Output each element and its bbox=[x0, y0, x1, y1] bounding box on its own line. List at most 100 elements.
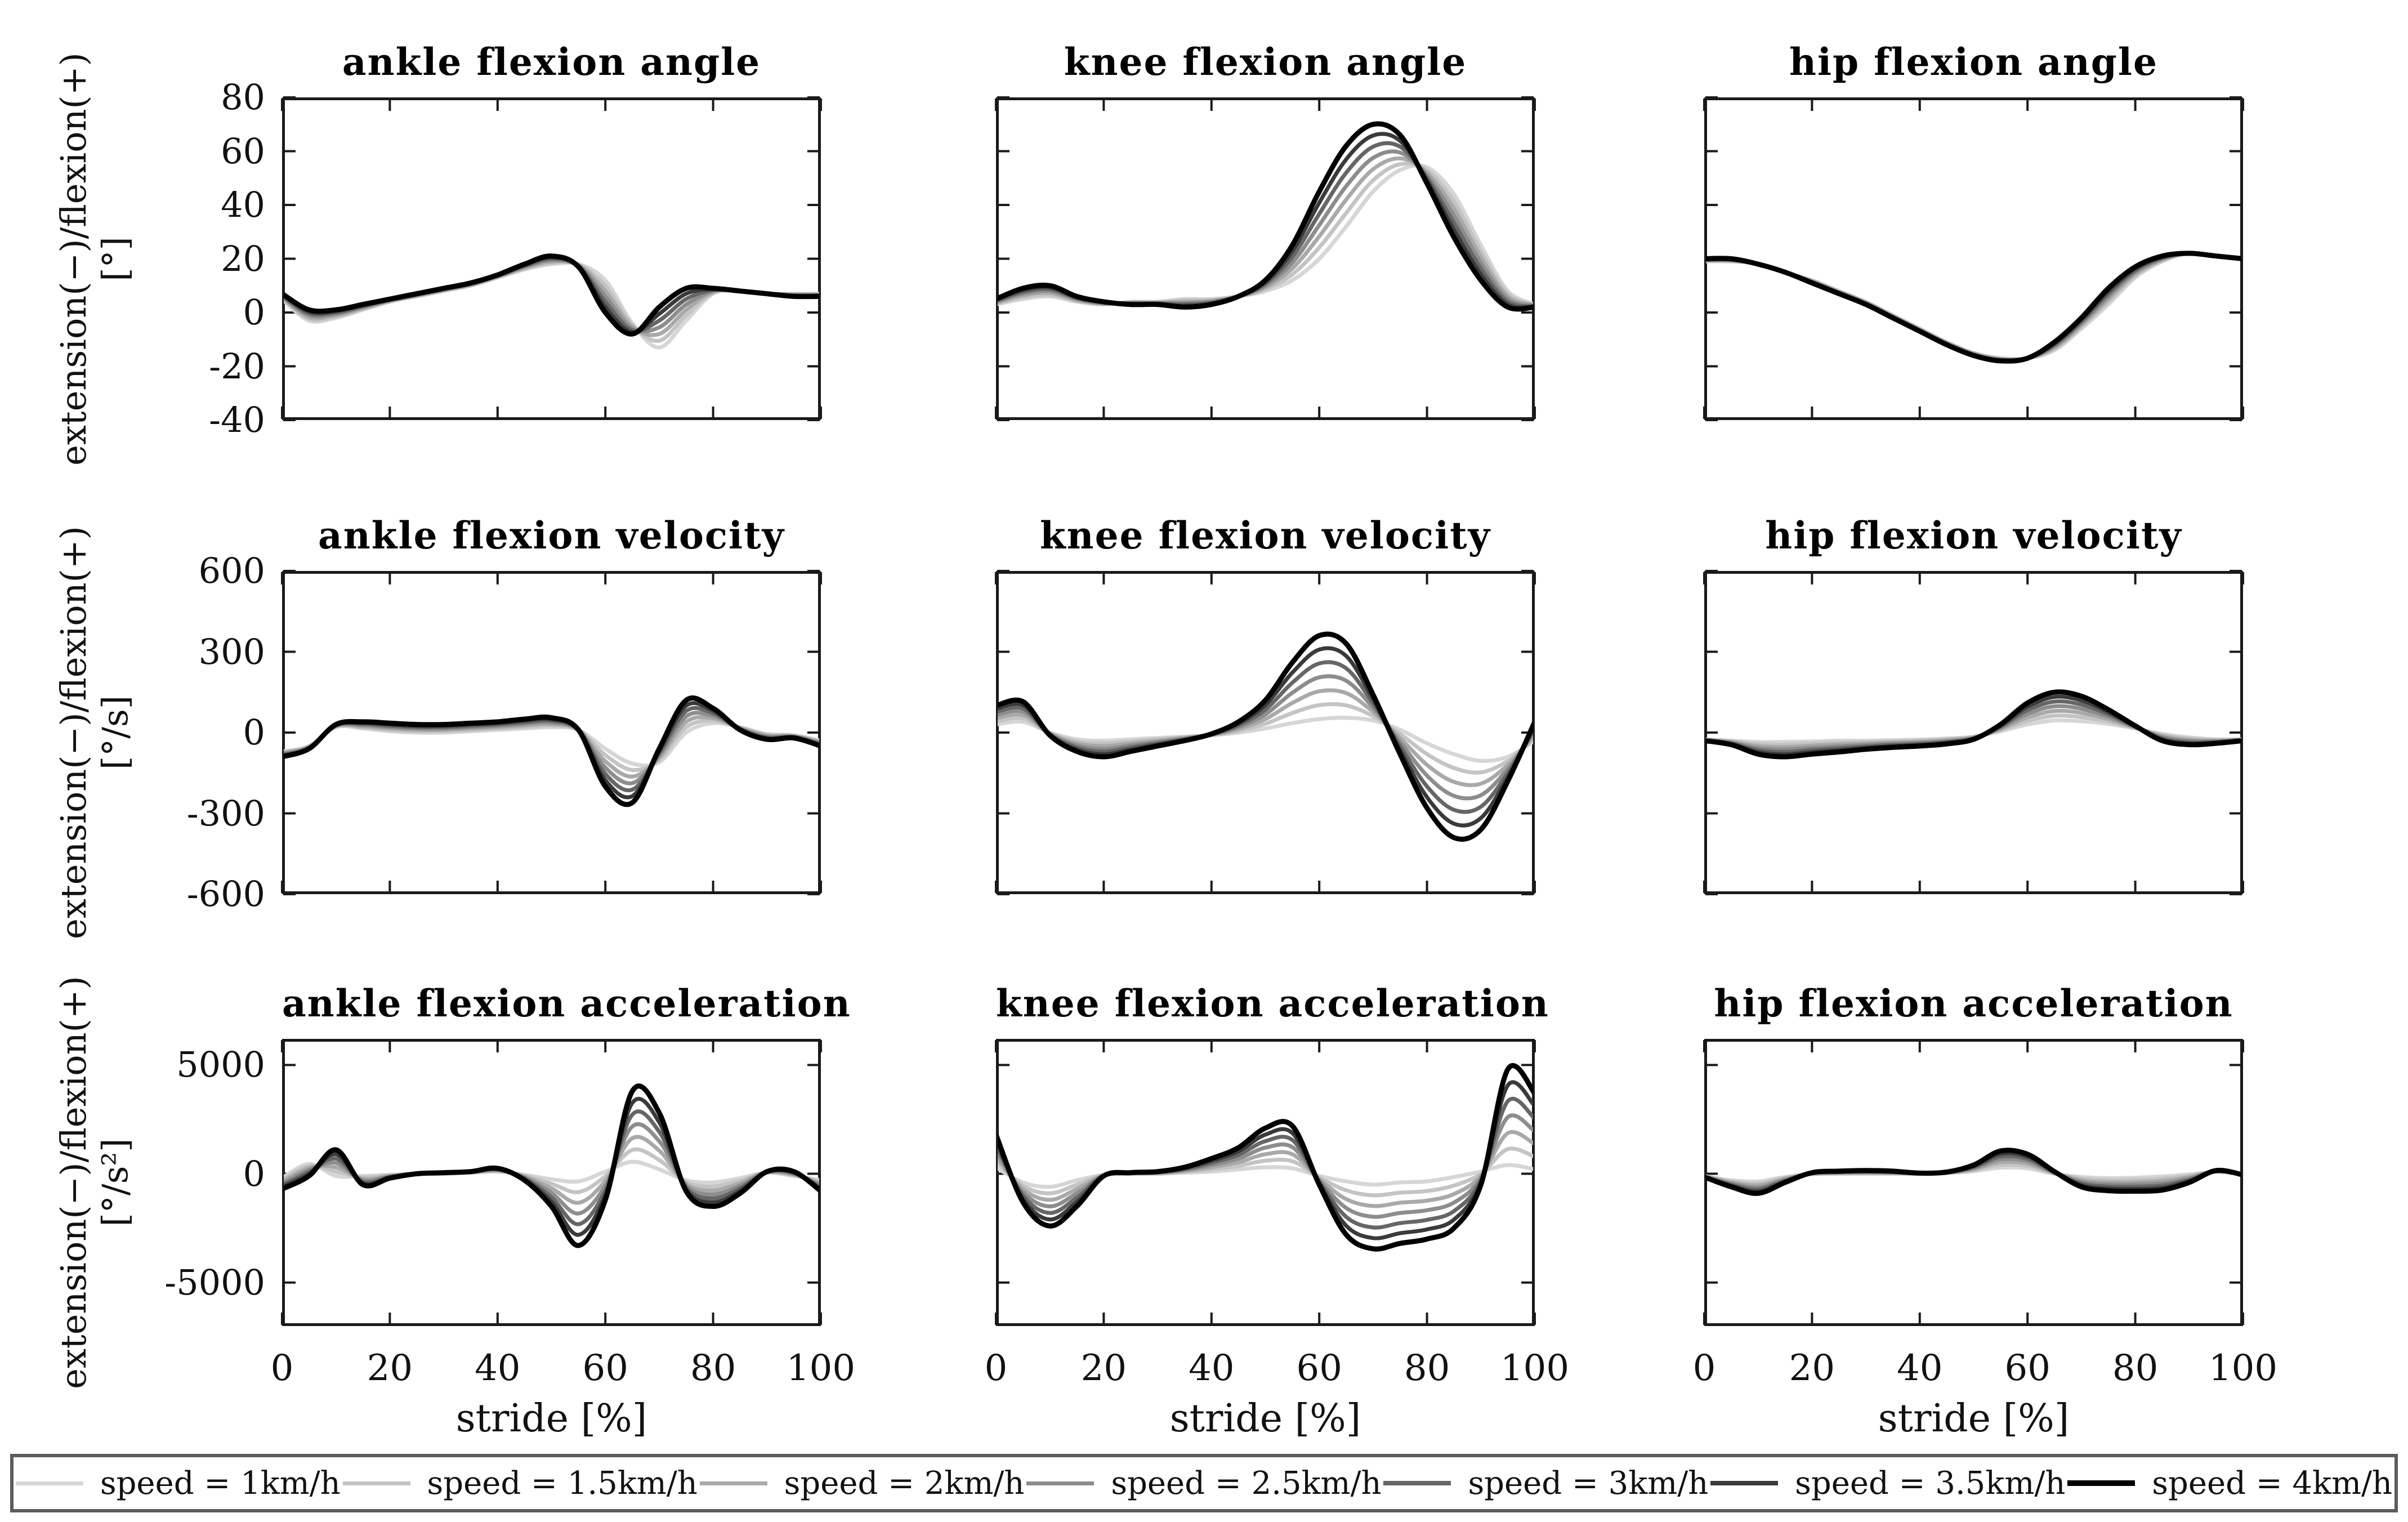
legend-label: speed = 2.5km/h bbox=[1111, 1465, 1382, 1502]
ytick-label: 0 bbox=[243, 292, 265, 333]
series-line-1.5kmh bbox=[998, 702, 1533, 775]
legend-line-sample bbox=[15, 1481, 83, 1485]
xtick-label: 20 bbox=[1080, 1347, 1127, 1389]
ytick-label: 600 bbox=[198, 550, 265, 591]
xtick-label: 80 bbox=[690, 1347, 736, 1389]
plot-knee-flexion-angle bbox=[995, 96, 1536, 421]
legend-label: speed = 1.5km/h bbox=[427, 1465, 698, 1502]
ytick-label: -40 bbox=[209, 399, 265, 440]
legend-line-sample bbox=[1710, 1481, 1779, 1485]
plot-knee-flexion-acceleration bbox=[995, 1039, 1536, 1326]
y-axis-label-row2: extension(−)/flexion(+) [°/s²] bbox=[47, 873, 142, 1492]
legend-entry-3kmh: speed = 3km/h bbox=[1383, 1465, 1708, 1502]
xtick-label: 100 bbox=[1500, 1347, 1570, 1389]
series-line-4kmh bbox=[998, 631, 1533, 842]
series-line-2kmh bbox=[998, 1130, 1533, 1208]
chart-title-hip-flexion-angle: hip flexion angle bbox=[1789, 40, 2158, 84]
series-line-4kmh bbox=[1706, 689, 2241, 760]
axis-box bbox=[996, 1039, 1535, 1326]
legend-entry-2.5kmh: speed = 2.5km/h bbox=[1026, 1465, 1382, 1502]
series-line-3.5kmh bbox=[1706, 251, 2241, 363]
xtick-label: 40 bbox=[1189, 1347, 1235, 1389]
xtick-label: 20 bbox=[1789, 1347, 1835, 1389]
axis-ticks bbox=[1703, 570, 2244, 895]
xtick-label: 0 bbox=[270, 1347, 294, 1389]
legend-label: speed = 2km/h bbox=[784, 1465, 1025, 1502]
series-line-1kmh bbox=[1706, 251, 2241, 361]
xtick-label: 20 bbox=[367, 1347, 413, 1389]
series-line-2.5kmh bbox=[998, 1113, 1533, 1219]
series-line-4kmh bbox=[1706, 1148, 2241, 1196]
chart-title-hip-flexion-acceleration: hip flexion acceleration bbox=[1714, 981, 2233, 1025]
y-axis-label-unit: [°/s] bbox=[95, 695, 136, 770]
axis-ticks bbox=[281, 96, 822, 421]
series-line-4kmh bbox=[284, 1083, 819, 1248]
xtick-label: 0 bbox=[984, 1347, 1008, 1389]
plot-canvas-hip-flexion-velocity bbox=[1703, 570, 2244, 895]
plot-knee-flexion-velocity bbox=[995, 570, 1536, 895]
plot-canvas-knee-flexion-velocity bbox=[995, 570, 1536, 895]
axis-ticks bbox=[995, 1040, 1536, 1325]
series-line-2kmh bbox=[284, 259, 819, 337]
plot-ankle-flexion-acceleration bbox=[281, 1039, 822, 1326]
xtick-label: 40 bbox=[475, 1347, 521, 1389]
axis-box bbox=[996, 97, 1535, 420]
legend-line-sample bbox=[342, 1481, 410, 1485]
chart-title-hip-flexion-velocity: hip flexion velocity bbox=[1765, 514, 2182, 557]
legend-line-sample bbox=[1383, 1481, 1451, 1485]
x-axis-label: stride [%] bbox=[455, 1396, 647, 1441]
series-line-4kmh bbox=[998, 121, 1533, 312]
ytick-label: 80 bbox=[221, 77, 265, 118]
ytick-label: 0 bbox=[243, 712, 265, 753]
legend-label: speed = 3km/h bbox=[1468, 1465, 1709, 1502]
legend-label: speed = 1km/h bbox=[100, 1465, 341, 1502]
plot-ankle-flexion-angle bbox=[281, 96, 822, 421]
ytick-label: 20 bbox=[221, 238, 265, 279]
plot-canvas-knee-flexion-acceleration bbox=[995, 1039, 1536, 1326]
axis-box bbox=[282, 571, 821, 894]
ytick-label: -5000 bbox=[164, 1261, 265, 1303]
ytick-label: 40 bbox=[221, 184, 265, 225]
y-axis-label-text: extension(−)/flexion(+) bbox=[53, 52, 94, 466]
xtick-label: 80 bbox=[1404, 1347, 1450, 1389]
series-line-1.5kmh bbox=[998, 1146, 1533, 1198]
legend-line-sample bbox=[699, 1481, 767, 1485]
ytick-label: -300 bbox=[186, 792, 265, 834]
series-line-2.5kmh bbox=[284, 258, 819, 334]
series-line-3.5kmh bbox=[284, 255, 819, 334]
axis-ticks bbox=[995, 570, 1536, 895]
chart-title-knee-flexion-velocity: knee flexion velocity bbox=[1039, 514, 1491, 557]
ytick-label: 300 bbox=[198, 631, 265, 672]
axis-ticks bbox=[1703, 1040, 2244, 1325]
series-line-1.5kmh bbox=[1706, 251, 2241, 361]
plot-hip-flexion-angle bbox=[1703, 96, 2244, 421]
legend-entry-3.5kmh: speed = 3.5km/h bbox=[1710, 1465, 2065, 1502]
series-line-3.5kmh bbox=[284, 1097, 819, 1237]
plot-canvas-ankle-flexion-angle bbox=[281, 96, 822, 421]
legend-entry-2kmh: speed = 2km/h bbox=[699, 1465, 1025, 1502]
ytick-label: -600 bbox=[186, 873, 265, 914]
plot-hip-flexion-velocity bbox=[1703, 570, 2244, 895]
legend-line-sample bbox=[2067, 1480, 2136, 1486]
series-line-3kmh bbox=[284, 256, 819, 333]
plot-canvas-hip-flexion-acceleration bbox=[1703, 1039, 2244, 1326]
axis-ticks bbox=[995, 96, 1536, 421]
chart-title-ankle-flexion-angle: ankle flexion angle bbox=[342, 40, 761, 84]
xtick-label: 0 bbox=[1692, 1347, 1716, 1389]
chart-title-ankle-flexion-acceleration: ankle flexion acceleration bbox=[282, 981, 851, 1025]
plot-canvas-ankle-flexion-velocity bbox=[281, 570, 822, 895]
chart-title-knee-flexion-angle: knee flexion angle bbox=[1064, 40, 1467, 84]
y-axis-label-unit: [°] bbox=[95, 236, 136, 282]
chart-title-ankle-flexion-velocity: ankle flexion velocity bbox=[318, 514, 785, 557]
series-line-1kmh bbox=[998, 1163, 1533, 1189]
series-line-2kmh bbox=[998, 688, 1533, 788]
legend-entry-1kmh: speed = 1km/h bbox=[15, 1465, 341, 1502]
axis-box bbox=[1704, 1039, 2243, 1326]
axis-box bbox=[282, 1039, 821, 1326]
series-line-3kmh bbox=[1706, 251, 2241, 363]
chart-title-knee-flexion-acceleration: knee flexion acceleration bbox=[996, 981, 1549, 1025]
x-axis-label: stride [%] bbox=[1878, 1396, 2070, 1441]
xtick-label: 60 bbox=[2004, 1347, 2050, 1389]
series-line-4kmh bbox=[998, 1063, 1533, 1252]
legend-entry-1.5kmh: speed = 1.5km/h bbox=[342, 1465, 698, 1502]
